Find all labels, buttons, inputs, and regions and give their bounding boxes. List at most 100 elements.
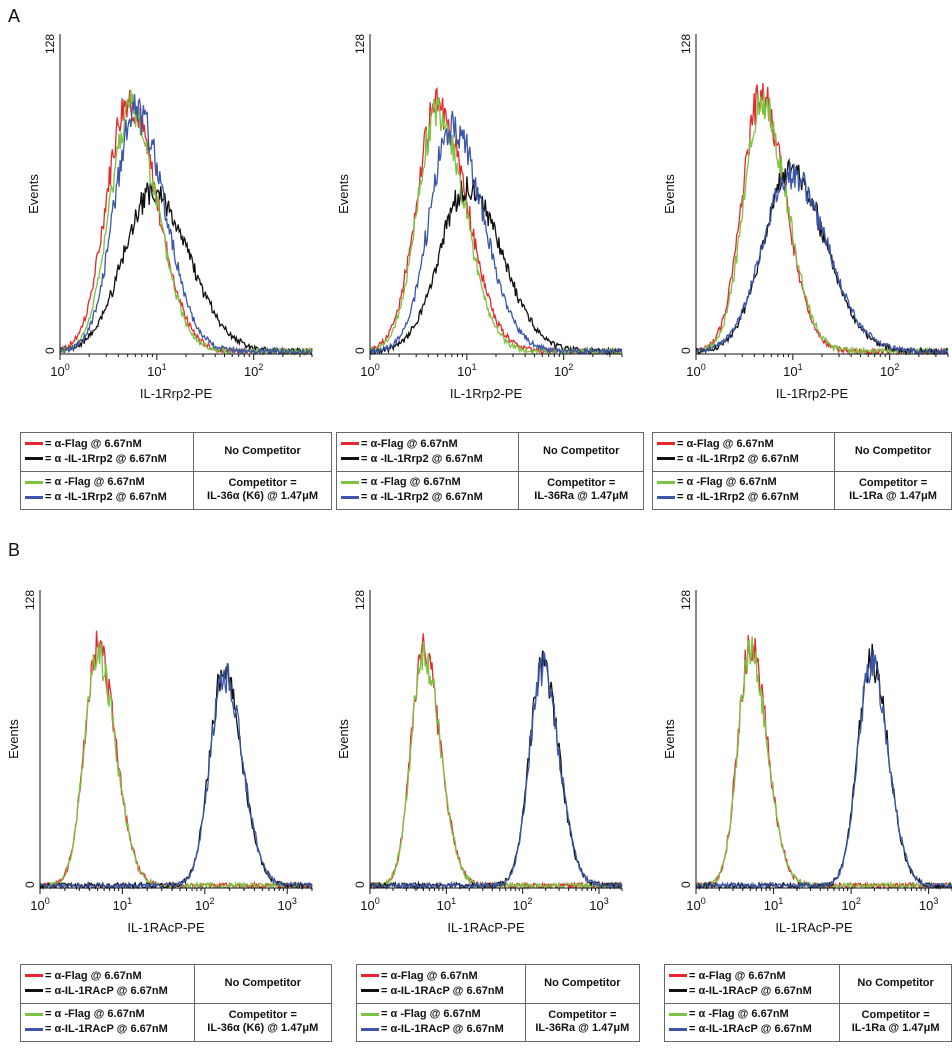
legend-entry-red: = α-Flag @ 6.67nM (25, 969, 190, 984)
series-green (695, 636, 952, 891)
legend-text: α-Flag @ 6.67nM (370, 437, 458, 450)
histogram-b1: 100 101 102 103 0 128 IL-1RAcP-PE Events (6, 590, 313, 935)
legend-symbol: = (689, 984, 696, 997)
y-axis-label: Events (336, 174, 351, 214)
legend-text: α -IL-1Rrp2 @ 6.67nM (54, 491, 167, 504)
legend-entry-black: = α -IL-1Rrp2 @ 6.67nM (341, 452, 514, 467)
series-black (695, 157, 949, 356)
y-tick-label: 0 (679, 347, 693, 354)
competitor-label: Competitor = IL-36Ra @ 1.47μM (524, 1002, 641, 1042)
legend-table-a1: = α-Flag @ 6.67nM = α -IL-1Rrp2 @ 6.67nM… (19, 432, 332, 510)
x-axis-label: IL-1Rrp2-PE (140, 386, 213, 401)
x-tick-label: 100 (360, 362, 379, 379)
black-swatch-icon (341, 457, 359, 461)
legend-entries: = α-Flag @ 6.67nM = α-IL-1RAcP @ 6.67nM (663, 964, 841, 1004)
competitor-line-2: IL-36α (K6) @ 1.47μM (207, 1022, 319, 1035)
series-red (695, 635, 952, 891)
x-tick-label: 102 (841, 896, 860, 913)
competitor-line-1: Competitor = (228, 477, 297, 490)
legend-symbol: = (677, 437, 684, 450)
x-axis-label: IL-1RAcP-PE (127, 920, 205, 935)
series-red (39, 630, 313, 891)
series-green (695, 91, 948, 357)
x-tick-label: 100 (360, 896, 379, 913)
legend-entry-blue: = α -IL-1Rrp2 @ 6.67nM (657, 490, 830, 505)
legend-symbol: = (381, 984, 388, 997)
blue-swatch-icon (341, 495, 359, 499)
green-swatch-icon (25, 480, 43, 484)
x-tick-label: 101 (457, 362, 476, 379)
legend-symbol: = (677, 452, 684, 465)
blue-swatch-icon (657, 495, 675, 499)
legend-text: α-Flag @ 6.67nM (698, 969, 786, 982)
histogram-a1: 100 101 102 0 128 IL-1Rrp2-PE Events (26, 34, 313, 401)
legend-symbol: = (677, 476, 684, 489)
series-black (695, 643, 952, 891)
histogram-a3: 100 101 102 0 128 IL-1Rrp2-PE Events (662, 34, 949, 401)
red-swatch-icon (361, 974, 379, 978)
legend-entry-black: = α-IL-1RAcP @ 6.67nM (25, 984, 190, 999)
legend-entry-blue: = α -IL-1Rrp2 @ 6.67nM (341, 490, 514, 505)
green-swatch-icon (341, 480, 359, 484)
series-green (59, 89, 313, 357)
competitor-line-1: Competitor = (228, 1009, 297, 1022)
x-axis-label: IL-1RAcP-PE (775, 920, 853, 935)
y-axis-label: Events (662, 719, 677, 759)
competitor-label: No Competitor (524, 964, 641, 1004)
legend-text: α -Flag @ 6.67nM (54, 1008, 145, 1021)
series-red (369, 633, 623, 891)
legend-text: α-Flag @ 6.67nM (390, 969, 478, 982)
competitor-line-2: IL-1Ra @ 1.47μM (849, 490, 937, 503)
competitor-label: Competitor = IL-1Ra @ 1.47μM (839, 1002, 952, 1042)
legend-symbol: = (45, 491, 52, 504)
legend-entry-black: = α -IL-1Rrp2 @ 6.67nM (657, 452, 830, 467)
series-red (59, 89, 312, 357)
legend-entry-red: = α-Flag @ 6.67nM (341, 437, 514, 452)
legend-text: α -Flag @ 6.67nM (686, 476, 777, 489)
legend-symbol: = (381, 1023, 388, 1036)
legend-symbol: = (45, 984, 52, 997)
legend-table-a3: = α-Flag @ 6.67nM = α -IL-1Rrp2 @ 6.67nM… (651, 432, 952, 510)
legend-entry-green: = α -Flag @ 6.67nM (341, 475, 514, 490)
legend-entries: = α-Flag @ 6.67nM = α-IL-1RAcP @ 6.67nM (356, 964, 526, 1004)
legend-symbol: = (361, 476, 368, 489)
black-swatch-icon (657, 457, 675, 461)
legend-symbol: = (45, 452, 52, 465)
x-axis-label: IL-1Rrp2-PE (450, 386, 523, 401)
competitor-line-2: IL-36α (K6) @ 1.47μM (207, 490, 319, 503)
y-tick-label: 128 (43, 34, 57, 54)
competitor-line-2: IL-1Ra @ 1.47μM (851, 1022, 940, 1035)
black-swatch-icon (25, 457, 43, 461)
legend-text: α -Flag @ 6.67nM (698, 1008, 789, 1021)
legend-table-b1: = α-Flag @ 6.67nM = α-IL-1RAcP @ 6.67nM … (20, 964, 333, 1042)
panel-label-a: A (8, 6, 21, 26)
y-tick-label: 0 (43, 347, 57, 354)
blue-swatch-icon (25, 495, 43, 499)
green-swatch-icon (669, 1012, 687, 1016)
legend-table-a2: = α-Flag @ 6.67nM = α -IL-1Rrp2 @ 6.67nM… (335, 432, 644, 510)
series-blue (39, 662, 313, 891)
black-swatch-icon (361, 989, 379, 993)
legend-text: α -IL-1Rrp2 @ 6.67nM (686, 491, 799, 504)
legend-text: α-IL-1RAcP @ 6.67nM (698, 1023, 812, 1036)
competitor-label: Competitor = IL-1Ra @ 1.47μM (834, 470, 952, 510)
competitor-line-1: Competitor = (861, 1009, 930, 1022)
x-tick-label: 102 (513, 896, 532, 913)
legend-entries: = α-Flag @ 6.67nM = α -IL-1Rrp2 @ 6.67nM (651, 432, 836, 472)
competitor-label: Competitor = IL-36α (K6) @ 1.47μM (193, 1002, 333, 1042)
legend-table-b2: = α-Flag @ 6.67nM = α-IL-1RAcP @ 6.67nM … (356, 964, 641, 1042)
series-red (369, 86, 623, 356)
y-tick-label: 0 (353, 347, 367, 354)
legend-entries: = α -Flag @ 6.67nM = α -IL-1Rrp2 @ 6.67n… (651, 470, 836, 510)
legend-entry-blue: = α -IL-1Rrp2 @ 6.67nM (25, 490, 189, 505)
y-tick-label: 0 (679, 881, 693, 888)
red-swatch-icon (25, 442, 43, 446)
y-axis-label: Events (6, 719, 21, 759)
red-swatch-icon (25, 974, 43, 978)
x-axis-label: IL-1RAcP-PE (447, 920, 525, 935)
y-axis-label: Events (662, 174, 677, 214)
x-axis-label: IL-1Rrp2-PE (776, 386, 849, 401)
legend-symbol: = (361, 452, 368, 465)
series-black (59, 182, 313, 357)
x-tick-label: 102 (880, 362, 899, 379)
